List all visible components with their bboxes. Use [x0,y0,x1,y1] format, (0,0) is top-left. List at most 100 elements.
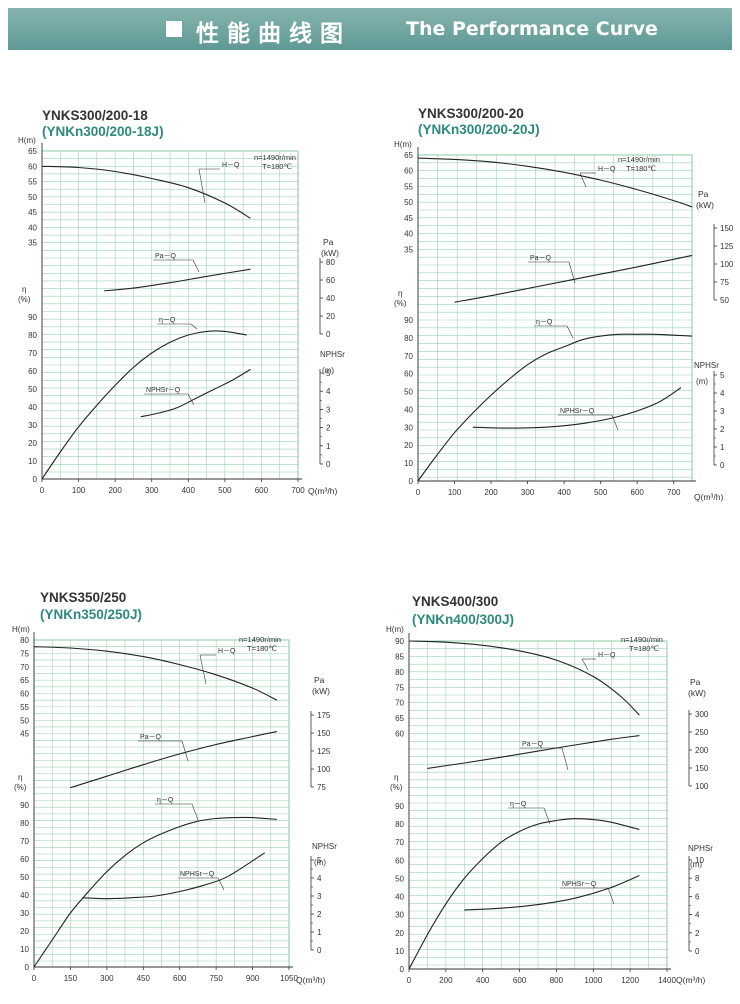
eta-axis-label: η [398,289,402,298]
x-tick-label: 200 [439,976,453,985]
curve-label: η－Q [157,797,174,804]
grid [41,150,299,479]
h-axis-label: H(m) [12,625,30,634]
curve-pa [104,268,251,292]
h-tick-label: 50 [28,193,37,202]
curve-leader [579,172,587,188]
h-tick-label: 65 [20,676,29,685]
npsh-axis-unit: (m) [314,858,326,867]
npsh-axis-label: NPHSr [688,844,713,853]
condition-text: T=180℃ [247,644,277,653]
eta-tick-label: 70 [28,349,37,358]
npsh-tick-label: 2 [695,929,700,938]
h-tick-label: 65 [28,147,37,156]
curve-eta [417,333,693,482]
npsh-tick-label: 3 [326,405,331,414]
curve-label: η－Q [159,317,176,324]
npsh-tick-label: 0 [317,946,322,955]
pa-axis-label: Pa [690,677,701,687]
eta-axis-unit: (%) [394,299,407,308]
x-axis-label: Q(m³/h) [296,975,325,985]
square-icon [166,21,182,37]
npsh-tick-label: 8 [695,874,700,883]
eta-tick-label: 70 [395,838,404,847]
eta-tick-label: 60 [20,855,29,864]
h-tick-label: 75 [20,649,29,658]
curve-leader [192,259,200,273]
curve-leader [198,168,206,204]
eta-tick-label: 40 [20,891,29,900]
x-axis-label: Q(m³/h) [308,486,337,496]
curve-npsh [464,874,640,911]
x-tick-label: 400 [476,976,490,985]
pa-tick-label: 125 [317,747,331,756]
curve-label: NPHSr－Q [562,881,597,888]
curve-pa [427,735,640,769]
curve-leader [543,807,551,825]
eta-tick-label: 30 [404,423,413,432]
pa-tick-label: 75 [317,783,326,792]
x-tick-label: 800 [550,976,564,985]
curve-pa [70,731,278,789]
pa-tick-label: 150 [720,224,734,233]
pa-tick-label: 75 [720,278,729,287]
pa-tick-label: 0 [326,330,331,339]
x-tick-label: 200 [484,488,498,497]
curve-label: NPHSr－Q [180,871,215,878]
h-tick-label: 40 [404,230,413,239]
npsh-tick-label: 4 [695,911,700,920]
chart-subtitle: (YNKn400/300J) [412,612,514,627]
pa-axis-unit: (kW) [321,248,339,258]
h-tick-label: 55 [28,178,37,187]
eta-tick-label: 50 [28,385,37,394]
curve-leader [190,323,198,330]
h-tick-label: 65 [404,151,413,160]
x-tick-label: 300 [521,488,535,497]
eta-tick-label: 50 [395,874,404,883]
npsh-axis-unit: (m) [690,860,702,869]
eta-tick-label: 0 [400,965,405,974]
x-axis-label: Q(m³/h) [694,492,723,502]
pa-axis-label: Pa [323,237,334,247]
eta-tick-label: 20 [28,439,37,448]
h-tick-label: 50 [20,716,29,725]
npsh-tick-label: 10 [695,856,704,865]
npsh-axis-label: NPHSr [320,350,345,359]
h-tick-label: 35 [28,239,37,248]
h-tick-label: 60 [20,690,29,699]
eta-tick-label: 90 [404,316,413,325]
h-axis-label: H(m) [18,136,36,145]
eta-tick-label: 20 [20,927,29,936]
h-tick-label: 45 [404,214,413,223]
h-tick-label: 35 [404,245,413,254]
grid [417,154,693,481]
x-tick-label: 100 [448,488,462,497]
eta-axis-unit: (%) [14,783,27,792]
curve-label: Pa－Q [530,255,552,262]
x-tick-label: 150 [64,974,78,983]
curve-eta [33,816,277,968]
curve-eta [408,818,640,970]
eta-tick-label: 70 [20,837,29,846]
eta-tick-label: 60 [404,370,413,379]
npsh-tick-label: 3 [720,407,725,416]
curve-npsh [140,368,251,418]
title-chinese: 性能曲线图 [196,21,351,47]
eta-tick-label: 90 [395,802,404,811]
x-tick-label: 1050 [280,974,298,983]
h-tick-label: 70 [395,699,404,708]
curve-h [33,646,278,701]
eta-tick-label: 80 [28,331,37,340]
eta-tick-label: 20 [395,929,404,938]
x-tick-label: 600 [513,976,527,985]
x-tick-label: 600 [173,974,187,983]
npsh-axis-unit: (m) [322,366,334,375]
pa-tick-label: 50 [720,296,729,305]
pa-tick-label: 125 [720,242,734,251]
npsh-tick-label: 2 [317,910,322,919]
pa-tick-label: 100 [317,765,331,774]
npsh-tick-label: 1 [317,928,322,937]
eta-tick-label: 90 [20,801,29,810]
curve-leader [181,740,189,762]
eta-tick-label: 70 [404,352,413,361]
